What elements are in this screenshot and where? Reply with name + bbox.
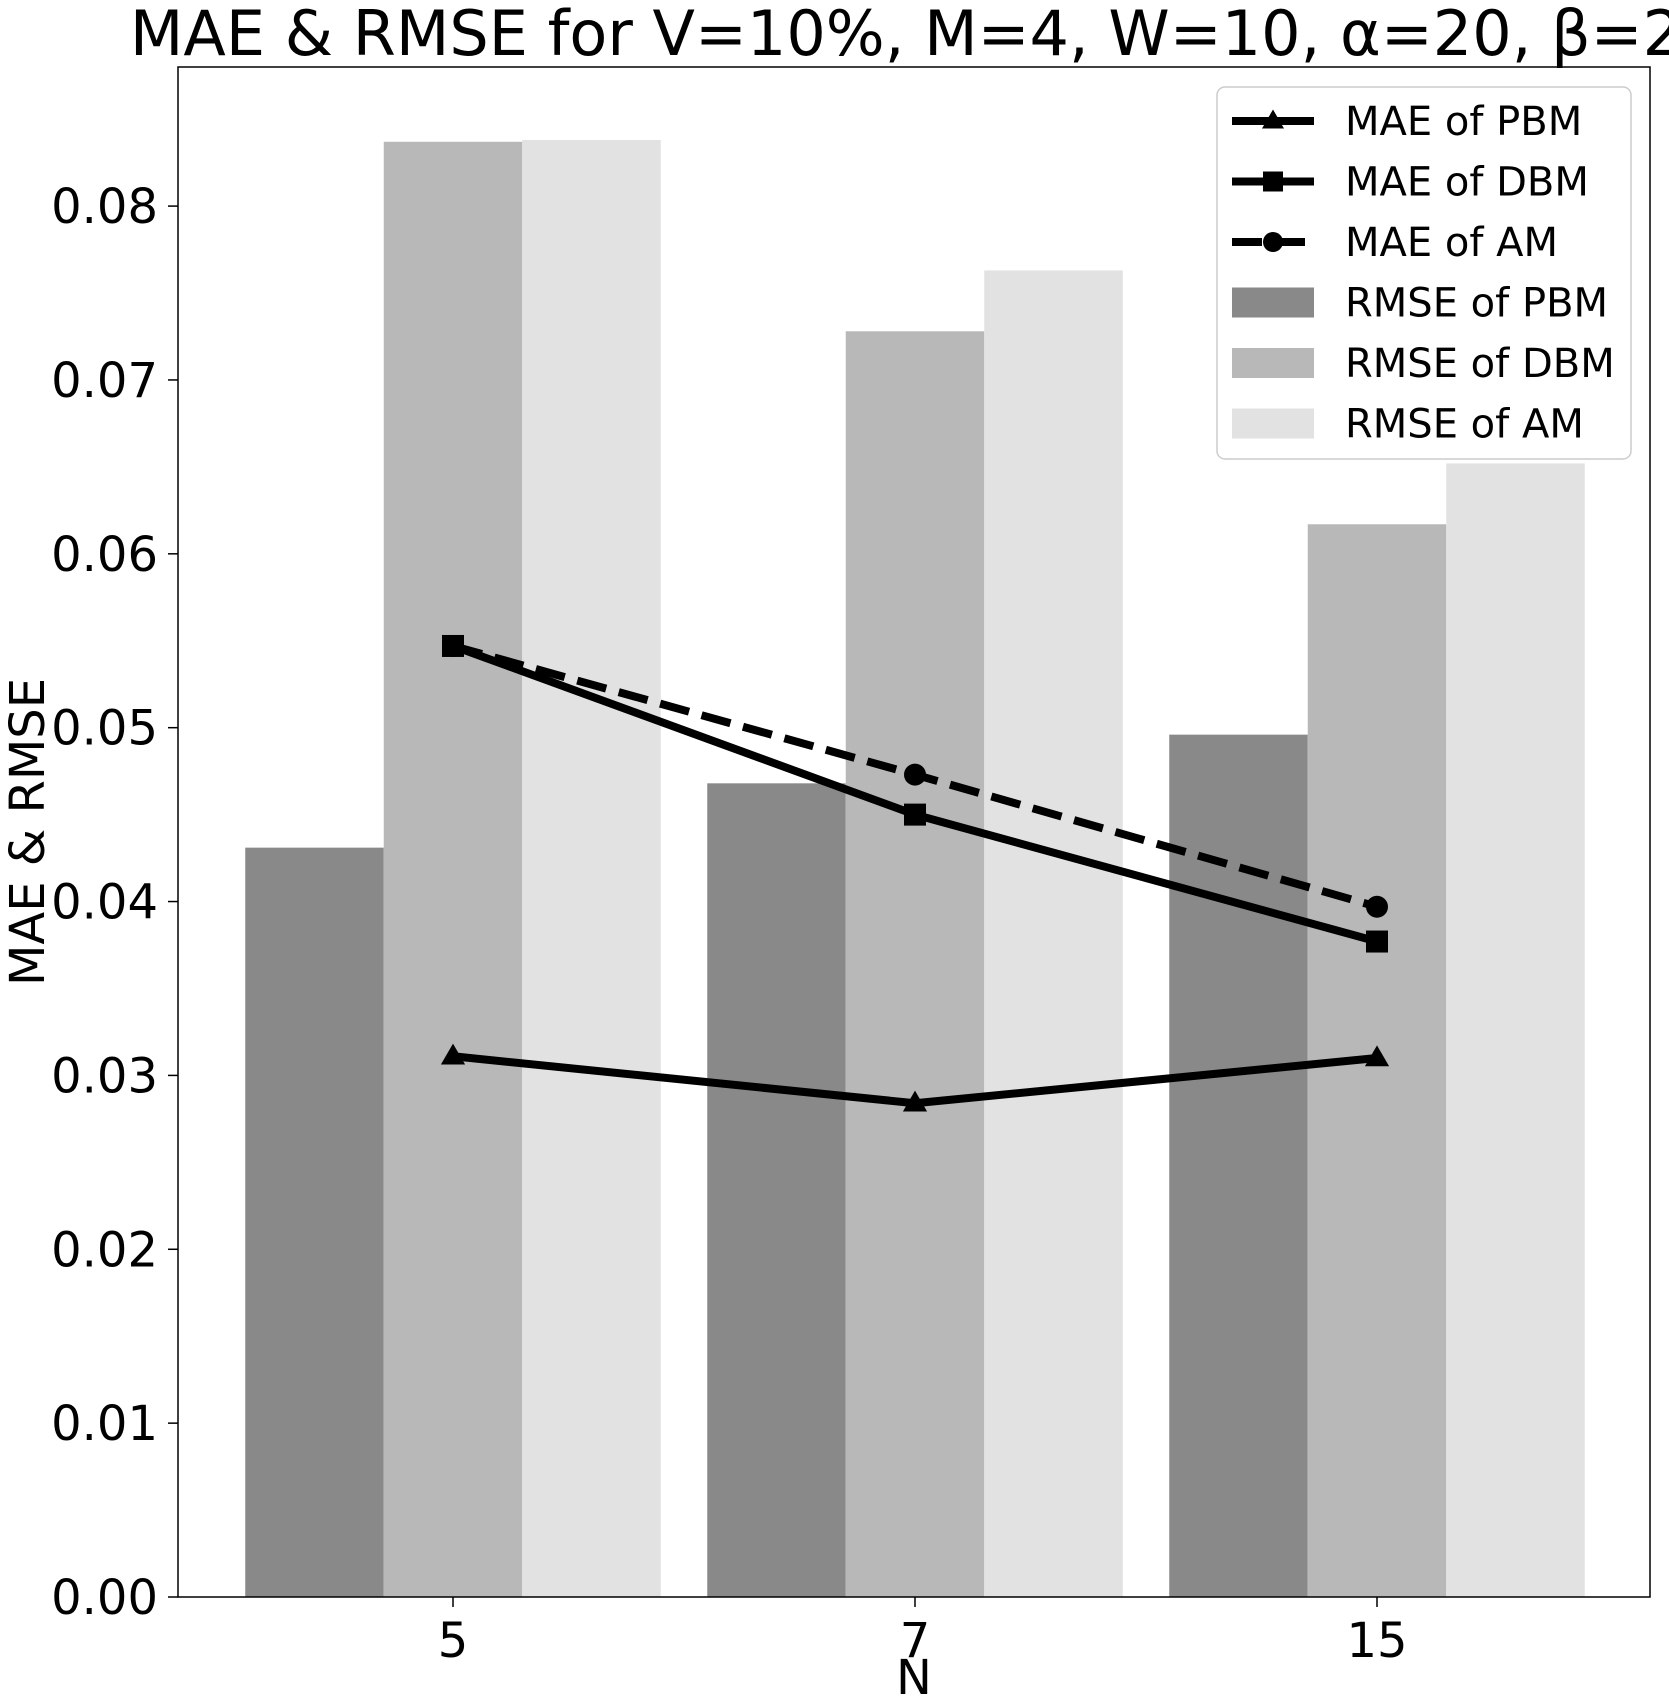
legend-bar-swatch: [1232, 348, 1314, 378]
y-axis: 0.00 0.01 0.02 0.03 0.04 0.05 0.06 0.07 0.08: [51, 179, 178, 1626]
bar-rmse-of-pbm-5: [245, 847, 384, 1597]
y-tick-label: 0.08: [51, 179, 158, 235]
marker-mae-of-pbm-7: [902, 1090, 928, 1112]
bar-rmse-of-pbm-15: [1169, 734, 1308, 1597]
legend-bar-swatch: [1232, 287, 1314, 318]
y-tick-label: 0.03: [51, 1048, 158, 1104]
chart-title: MAE & RMSE for V=10%, M=4, W=10, α=20, β…: [130, 0, 1669, 70]
legend-label: MAE of AM: [1345, 220, 1558, 266]
legend-marker-circle: [1263, 232, 1283, 252]
legend-label: RMSE of DBM: [1345, 341, 1615, 387]
bar-rmse-of-dbm-5: [383, 141, 523, 1598]
legend-entry-rmse-of-dbm: RMSE of DBM: [1232, 341, 1615, 387]
y-tick-label: 0.00: [51, 1570, 158, 1626]
legend-box: [1216, 86, 1632, 460]
marker-mae-of-am-7: [904, 763, 926, 786]
legend-entry-rmse-of-pbm: RMSE of PBM: [1232, 281, 1608, 327]
legend-label: RMSE of PBM: [1345, 281, 1608, 327]
marker-mae-of-am-15: [1366, 895, 1388, 918]
x-axis: 5 7 15: [438, 1597, 1408, 1669]
bar-rmse-of-dbm-7: [845, 331, 985, 1598]
marker-mae-of-am-5: [442, 634, 464, 657]
x-tick-label: 5: [438, 1613, 469, 1669]
marker-mae-of-dbm-7: [904, 803, 926, 826]
legend-entry-mae-of-dbm: MAE of DBM: [1232, 160, 1589, 206]
y-tick-label: 0.06: [51, 527, 158, 583]
x-axis-label: N: [896, 1650, 932, 1706]
line-layer: [440, 634, 1390, 1112]
bar-rmse-of-am-7: [984, 270, 1123, 1598]
bar-rmse-of-pbm-7: [707, 783, 846, 1597]
y-axis-label: MAE & RMSE: [0, 678, 56, 986]
y-tick-label: 0.05: [51, 701, 158, 757]
y-tick-label: 0.04: [51, 875, 158, 931]
y-tick-label: 0.02: [51, 1222, 158, 1278]
x-tick-label: 15: [1346, 1613, 1407, 1669]
plot-frame: [177, 66, 1651, 1598]
legend-bar-swatch: [1232, 408, 1314, 439]
legend-entry-mae-of-pbm: MAE of PBM: [1232, 99, 1582, 145]
legend-label: MAE of PBM: [1345, 99, 1582, 145]
legend-marker-triangle: [1262, 109, 1284, 129]
marker-mae-of-dbm-15: [1366, 930, 1388, 953]
bar-rmse-of-am-5: [522, 140, 661, 1598]
x-tick-label: 7: [900, 1613, 931, 1669]
legend-entry-rmse-of-am: RMSE of AM: [1232, 402, 1584, 448]
bar-rmse-of-am-15: [1446, 463, 1585, 1598]
legend: MAE of PBM MAE of DBM MAE of AM RMSE of PBM…: [1216, 86, 1632, 460]
marker-mae-of-pbm-5: [440, 1043, 466, 1065]
y-tick-label: 0.01: [51, 1396, 158, 1452]
legend-marker-square: [1263, 171, 1283, 192]
legend-label: MAE of DBM: [1345, 160, 1589, 206]
legend-label: RMSE of AM: [1345, 402, 1584, 448]
legend-entry-mae-of-am: MAE of AM: [1232, 220, 1558, 266]
y-tick-label: 0.07: [51, 353, 158, 409]
marker-mae-of-pbm-15: [1364, 1045, 1390, 1067]
